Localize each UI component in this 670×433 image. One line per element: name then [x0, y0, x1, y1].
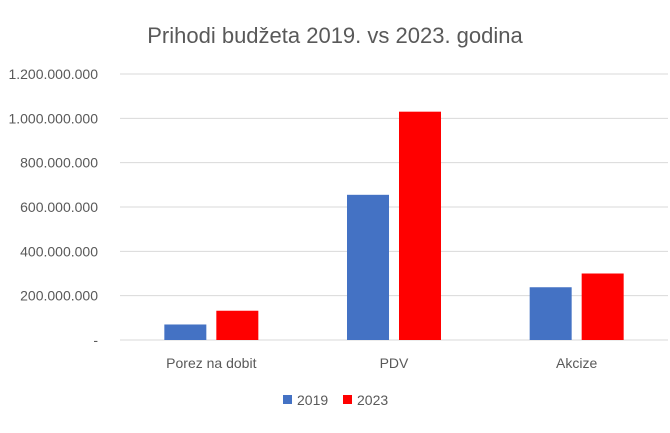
x-category-label: PDV: [380, 355, 409, 371]
y-tick-label: 1.200.000.000: [8, 66, 98, 82]
bars: [164, 111, 624, 340]
bar-2023-porez-na-dobit: [216, 310, 259, 340]
bar-2023-akcize: [581, 273, 624, 340]
gridlines: [120, 73, 668, 341]
y-tick-label: 600.000.000: [20, 199, 98, 215]
bar-2023-pdv: [399, 111, 441, 340]
y-axis-ticks: - 200.000.000 400.000.000 600.000.000 800.00…: [8, 66, 98, 348]
legend: 2019 2023: [283, 392, 388, 408]
legend-label-2023: 2023: [357, 392, 388, 408]
bar-2019-pdv: [347, 194, 389, 340]
y-tick-label: 400.000.000: [20, 243, 98, 259]
y-tick-label: 1.000.000.000: [8, 110, 98, 126]
bar-2019-porez-na-dobit: [164, 324, 207, 340]
y-tick-label: 200.000.000: [20, 288, 98, 304]
legend-swatch-2023: [343, 395, 352, 404]
bar-2019-akcize: [529, 287, 572, 340]
legend-label-2019: 2019: [297, 392, 328, 408]
x-axis-categories: Porez na dobit PDV Akcize: [166, 355, 597, 371]
chart-title: Prihodi budžeta 2019. vs 2023. godina: [147, 23, 523, 48]
legend-swatch-2019: [283, 395, 292, 404]
x-category-label: Akcize: [556, 355, 597, 371]
x-category-label: Porez na dobit: [166, 355, 256, 371]
y-tick-label: -: [93, 332, 98, 348]
y-tick-label: 800.000.000: [20, 155, 98, 171]
